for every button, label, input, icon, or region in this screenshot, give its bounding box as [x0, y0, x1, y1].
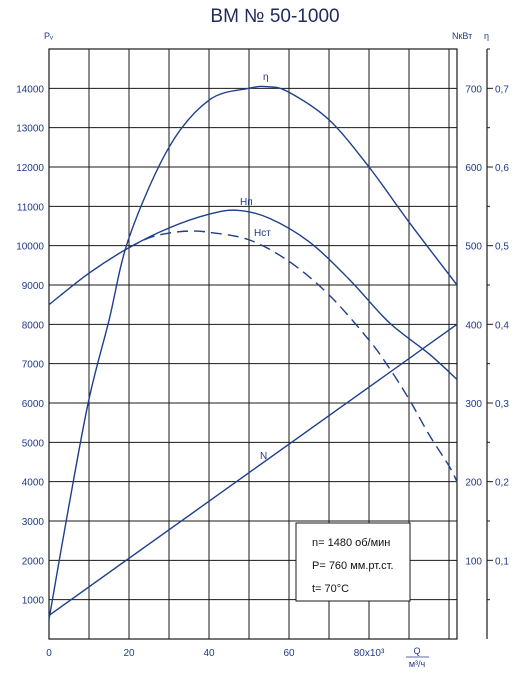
- series-group: [48, 85, 458, 620]
- series-label-hst: Нст: [254, 228, 271, 239]
- power-tick-label: 600: [465, 163, 482, 174]
- efficiency-tick-label: 0,2: [495, 478, 509, 489]
- x-tick-label: 40: [203, 648, 215, 659]
- left-tick-label: 4000: [22, 478, 45, 489]
- power-tick-label: 500: [465, 242, 482, 253]
- left-tick-label: 1000: [22, 596, 45, 607]
- left-tick-label: 8000: [22, 320, 45, 331]
- left-tick-label: 3000: [22, 517, 45, 528]
- left-tick-label: 12000: [16, 163, 44, 174]
- left-tick-label: 5000: [22, 438, 45, 449]
- left-axis-ticks: 1000 2000 3000 4000 5000 6000 7000 8000 9000 1000…: [16, 84, 44, 606]
- efficiency-tick-label: 0,7: [495, 84, 509, 95]
- left-tick-label: 14000: [16, 84, 44, 95]
- left-tick-label: 13000: [16, 124, 44, 135]
- left-tick-label: 10000: [16, 242, 44, 253]
- power-tick-label: 200: [465, 478, 482, 489]
- efficiency-axis-ticks: 0,1 0,2 0,3 0,4 0,5 0,6 0,7: [487, 48, 509, 601]
- left-axis-label: Pᵥ: [44, 31, 53, 41]
- power-axis-ticks: 100 200 300 400 500 600 700: [465, 84, 482, 567]
- left-tick-label: 11000: [17, 202, 45, 213]
- x-axis-unit-m3h: м³/ч: [409, 659, 426, 669]
- power-tick-label: 100: [465, 556, 482, 567]
- series-label-hp: Нп: [240, 197, 253, 208]
- efficiency-tick-label: 0,5: [495, 242, 509, 253]
- x-tick-label: 20: [123, 648, 135, 659]
- series-hp-curve: [48, 209, 458, 380]
- power-tick-label: 300: [465, 399, 482, 410]
- x-tick-label: 80x10³: [354, 648, 385, 659]
- info-pressure: P= 760 мм.рт.ст.: [312, 560, 394, 572]
- series-label-n: N: [260, 451, 267, 462]
- info-temperature: t= 70°С: [312, 583, 349, 595]
- x-axis-unit-q: Q: [413, 646, 420, 656]
- x-axis-ticks: 0 20 40 60 80x10³: [46, 648, 385, 659]
- left-tick-label: 6000: [22, 399, 45, 410]
- power-tick-label: 400: [465, 320, 482, 331]
- info-box: [295, 522, 411, 602]
- efficiency-axis-label: η: [484, 31, 489, 41]
- x-tick-label: 60: [283, 648, 295, 659]
- series-label-eta: η: [263, 72, 269, 83]
- left-tick-label: 9000: [22, 281, 45, 292]
- left-tick-label: 7000: [22, 360, 45, 371]
- power-tick-label: 700: [465, 84, 482, 95]
- efficiency-tick-label: 0,1: [495, 556, 509, 567]
- efficiency-tick-label: 0,6: [495, 163, 509, 174]
- info-speed: n= 1480 об/мин: [312, 537, 390, 549]
- power-axis-label: NкВт: [452, 31, 472, 41]
- series-power-line: [48, 323, 458, 616]
- series-hst-curve: [128, 230, 458, 482]
- plot-frame: [48, 48, 458, 640]
- chart-title: ВМ № 50-1000: [210, 6, 339, 27]
- series-efficiency-curve: [48, 85, 458, 620]
- left-tick-label: 2000: [22, 556, 45, 567]
- x-tick-label: 0: [46, 648, 52, 659]
- efficiency-tick-label: 0,4: [495, 320, 509, 331]
- efficiency-tick-label: 0,3: [495, 399, 509, 410]
